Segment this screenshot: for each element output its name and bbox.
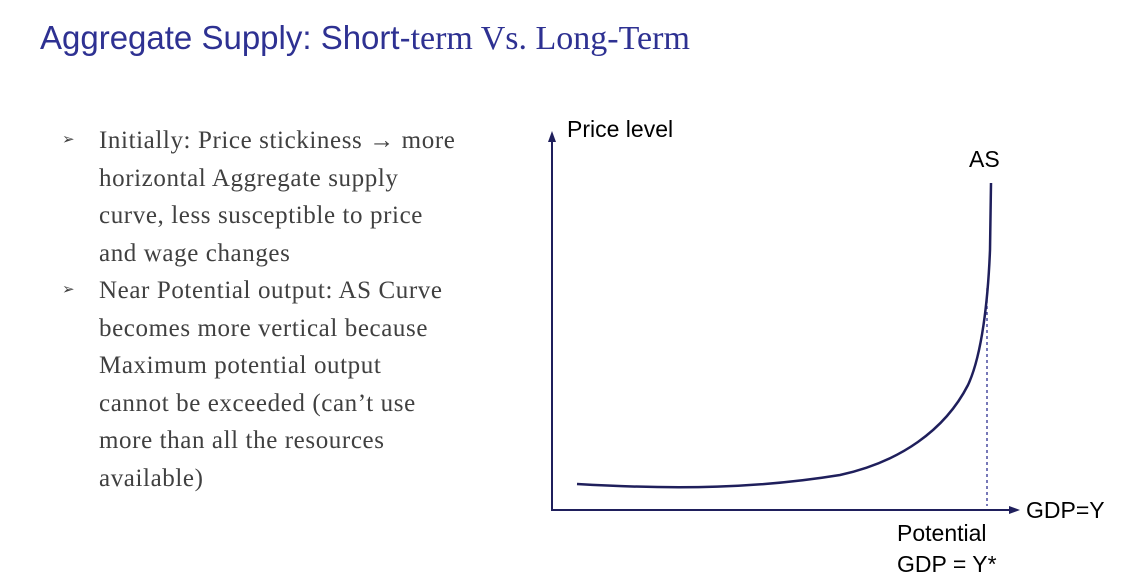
arrow-bullet-icon: ➢ xyxy=(62,132,75,148)
arrow-bullet-icon: ➢ xyxy=(62,282,75,298)
as-curve xyxy=(576,182,993,489)
bullet-line: cannot be exceeded (can’t use xyxy=(99,389,416,417)
bullet-list: ➢ Initially: Price stickiness → more hor… xyxy=(62,122,502,497)
as-curve-label: AS xyxy=(969,146,1000,172)
potential-gdp-label-line2: GDP = Y* xyxy=(897,551,997,577)
bullet-line: Maximum potential output xyxy=(99,352,382,379)
slide-title: Aggregate Supply: Short-term Vs. Long-Te… xyxy=(40,18,690,60)
bullet-line: becomes more vertical because xyxy=(99,314,429,342)
bullet-line: available) xyxy=(99,464,204,492)
bullet-line: Near Potential output: AS Curve xyxy=(99,277,443,304)
bullet-line: more than all the resources xyxy=(99,427,385,454)
bullet-line: Initially: Price stickiness → more xyxy=(99,127,456,154)
potential-gdp-label-line1: Potential xyxy=(897,520,987,546)
bullet-line: and wage changes xyxy=(99,239,291,267)
x-axis-arrow-icon xyxy=(1009,506,1020,514)
x-axis-label: GDP=Y xyxy=(1026,497,1105,523)
title-part-sans: Aggregate Supply: Short- xyxy=(40,19,411,56)
y-axis-arrow-icon xyxy=(548,131,556,142)
bullet-item: ➢ Initially: Price stickiness → more hor… xyxy=(62,122,502,272)
title-part-serif: term Vs. Long-Term xyxy=(410,20,690,57)
bullet-line: curve, less susceptible to price xyxy=(99,202,423,229)
y-axis-label: Price level xyxy=(567,116,673,142)
bullet-item: ➢ Near Potential output: AS Curve become… xyxy=(62,272,502,497)
bullet-line: horizontal Aggregate supply xyxy=(99,164,399,192)
